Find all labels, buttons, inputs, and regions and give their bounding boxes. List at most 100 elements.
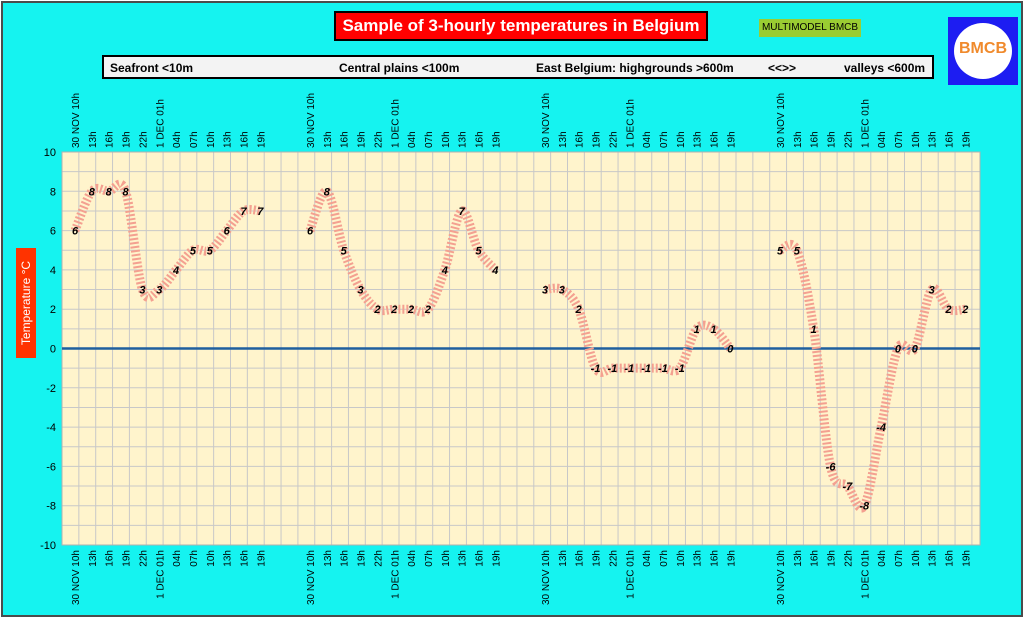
category-east: East Belgium: highgrounds >600m: [536, 61, 734, 75]
data-label: 2: [390, 304, 397, 316]
x-tick-label-bottom: 04h: [877, 550, 888, 567]
x-tick-label-bottom: 22h: [373, 550, 384, 567]
x-tick-label-top: 13h: [693, 131, 704, 148]
data-label: 3: [156, 285, 162, 297]
x-tick-label-top: 16h: [710, 131, 721, 148]
data-label: 3: [139, 285, 145, 297]
y-tick-label: -4: [46, 422, 56, 434]
x-tick-label-bottom: 16h: [710, 550, 721, 567]
x-tick-label-bottom: 16h: [575, 550, 586, 567]
data-label: 1: [694, 324, 700, 336]
data-label: -1: [675, 363, 685, 375]
x-tick-label-top: 13h: [793, 131, 804, 148]
x-tick-label-bottom: 30 NOV 10h: [71, 550, 82, 605]
logo-globe-icon: BMCB: [954, 23, 1012, 79]
x-tick-label-top: 22h: [608, 131, 619, 148]
data-label: 6: [307, 226, 314, 238]
data-label: 7: [459, 206, 466, 218]
x-tick-label-bottom: 1 DEC 01h: [860, 550, 871, 599]
x-tick-label-bottom: 13h: [223, 550, 234, 567]
data-label: 4: [441, 265, 448, 277]
x-tick-label-bottom: 04h: [407, 550, 418, 567]
data-label: -1: [608, 363, 618, 375]
data-label: -4: [876, 422, 886, 434]
data-label: 7: [257, 206, 264, 218]
data-label: 8: [89, 186, 96, 198]
y-tick-label: 0: [50, 344, 56, 356]
x-tick-label-top: 13h: [928, 131, 939, 148]
x-tick-label-top: 04h: [172, 131, 183, 148]
bmcb-logo: BMCB: [948, 17, 1018, 85]
series-line: [778, 240, 966, 513]
chart-title: Sample of 3-hourly temperatures in Belgi…: [334, 11, 708, 41]
category-arrow: <<>>: [768, 61, 797, 75]
data-label: 8: [106, 186, 113, 198]
x-tick-label-top: 07h: [189, 131, 200, 148]
data-label: 5: [777, 245, 784, 257]
data-label: 2: [424, 304, 431, 316]
x-tick-label-top: 07h: [659, 131, 670, 148]
data-label: 5: [190, 245, 197, 257]
x-tick-label-top: 19h: [726, 131, 737, 148]
x-tick-label-top: 1 DEC 01h: [390, 99, 401, 148]
data-label: 7: [240, 206, 247, 218]
x-tick-label-bottom: 13h: [928, 550, 939, 567]
data-label: 2: [944, 304, 951, 316]
data-label: 3: [357, 285, 363, 297]
y-tick-label: 8: [50, 186, 56, 198]
x-tick-label-top: 04h: [877, 131, 888, 148]
x-tick-label-bottom: 22h: [843, 550, 854, 567]
x-tick-label-bottom: 16h: [340, 550, 351, 567]
x-tick-label-bottom: 13h: [458, 550, 469, 567]
x-tick-label-top: 04h: [407, 131, 418, 148]
data-label: 0: [895, 344, 902, 356]
x-tick-label-top: 07h: [424, 131, 435, 148]
x-tick-label-bottom: 13h: [693, 550, 704, 567]
x-tick-label-bottom: 22h: [138, 550, 149, 567]
data-label: -8: [859, 501, 870, 513]
x-tick-label-top: 19h: [592, 131, 603, 148]
y-tick-label: -6: [46, 461, 56, 473]
x-tick-label-top: 13h: [323, 131, 334, 148]
data-label: 3: [559, 285, 565, 297]
y-tick-label: 4: [50, 265, 56, 277]
x-tick-label-top: 19h: [961, 131, 972, 148]
x-tick-label-bottom: 13h: [793, 550, 804, 567]
x-tick-label-bottom: 16h: [105, 550, 116, 567]
data-label: 5: [475, 245, 482, 257]
x-tick-label-bottom: 04h: [642, 550, 653, 567]
x-tick-label-bottom: 13h: [558, 550, 569, 567]
data-label: -1: [641, 363, 651, 375]
x-tick-label-bottom: 19h: [256, 550, 267, 567]
x-tick-label-bottom: 04h: [172, 550, 183, 567]
category-valleys: valleys <600m: [844, 61, 926, 75]
y-tick-label: -2: [46, 383, 56, 395]
y-tick-label: -10: [40, 540, 56, 552]
x-tick-label-bottom: 10h: [676, 550, 687, 567]
data-label: 5: [341, 245, 348, 257]
x-tick-label-top: 30 NOV 10h: [71, 93, 82, 148]
x-tick-label-bottom: 19h: [491, 550, 502, 567]
data-label: 6: [72, 226, 79, 238]
x-tick-label-top: 16h: [240, 131, 251, 148]
data-label: 4: [491, 265, 498, 277]
x-tick-label-top: 22h: [138, 131, 149, 148]
data-label: 5: [207, 245, 214, 257]
x-tick-label-bottom: 07h: [894, 550, 905, 567]
data-label: 2: [575, 304, 582, 316]
x-tick-label-top: 13h: [88, 131, 99, 148]
x-tick-label-bottom: 10h: [441, 550, 452, 567]
x-tick-label-bottom: 10h: [206, 550, 217, 567]
data-label: 0: [912, 344, 919, 356]
data-label: 1: [710, 324, 716, 336]
model-badge: MULTIMODEL BMCB: [759, 19, 861, 37]
x-tick-label-top: 16h: [475, 131, 486, 148]
x-tick-label-top: 10h: [911, 131, 922, 148]
series-line: [305, 186, 499, 317]
data-label: 4: [172, 265, 179, 277]
y-axis-label: Temperature °C: [16, 248, 36, 358]
x-tick-label-top: 07h: [894, 131, 905, 148]
x-tick-label-top: 19h: [357, 131, 368, 148]
data-label: 3: [542, 285, 548, 297]
x-tick-label-bottom: 1 DEC 01h: [155, 550, 166, 599]
